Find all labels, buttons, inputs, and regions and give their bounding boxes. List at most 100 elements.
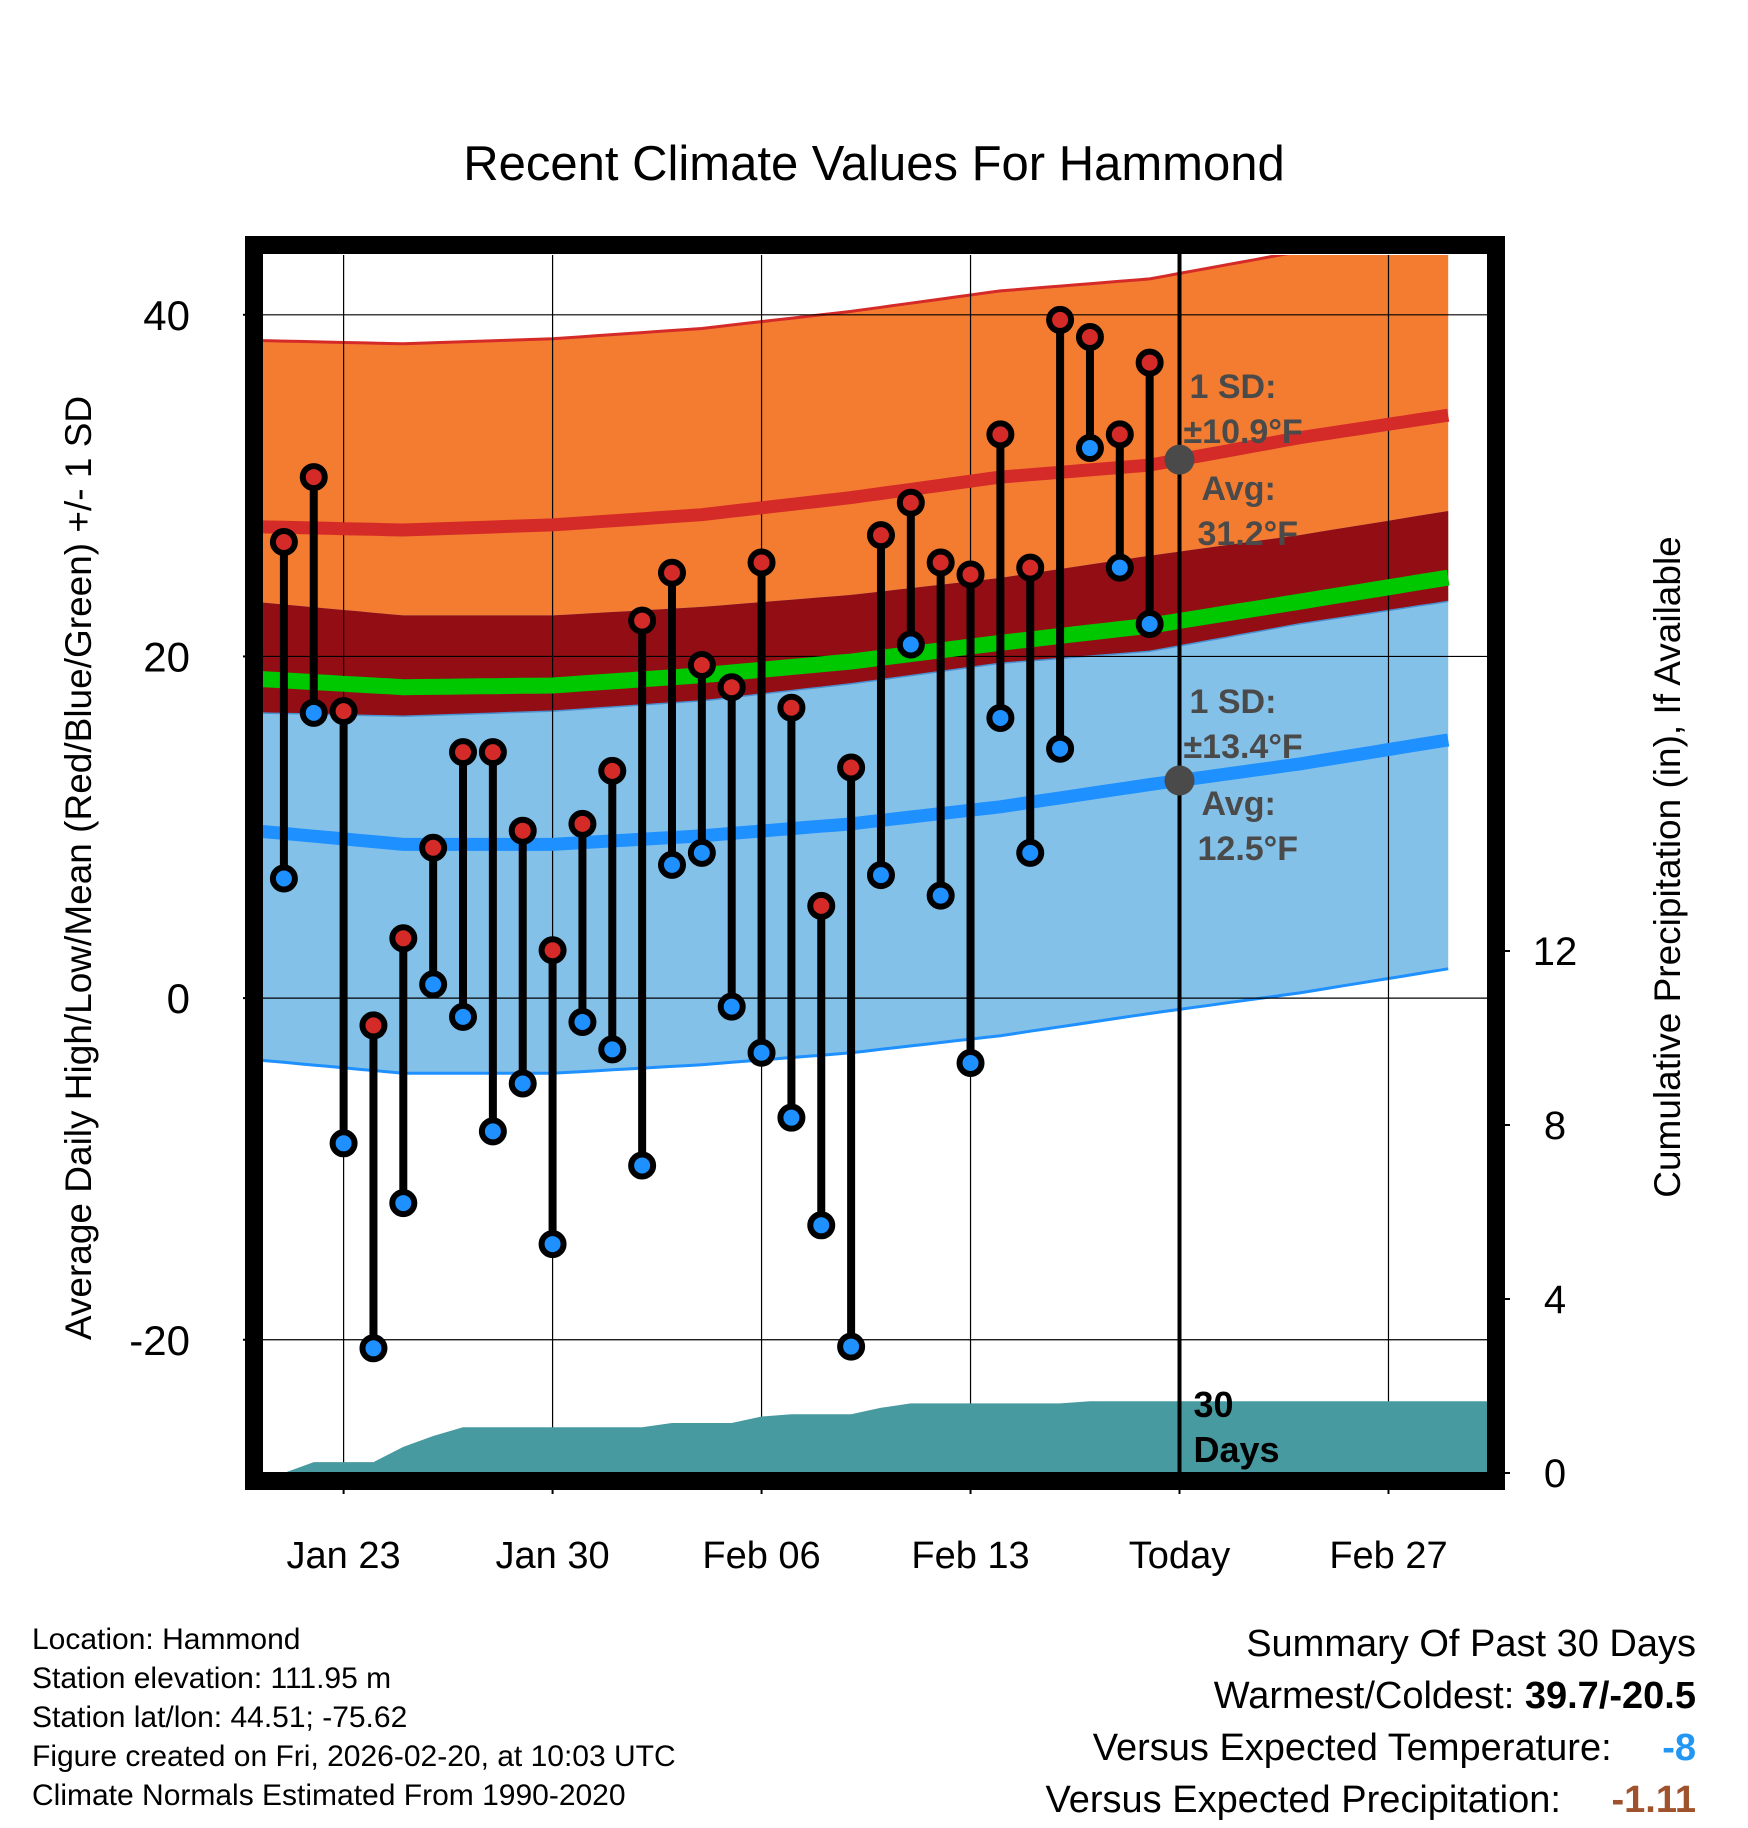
- daily-low-point: [926, 881, 955, 910]
- daily-low-point: [568, 1008, 597, 1037]
- normal-high-line: [263, 408, 1450, 537]
- summary-temp: Versus Expected Temperature: -8: [1046, 1722, 1696, 1774]
- daily-high-point: [538, 936, 567, 965]
- warm-cold-label: Warmest/Coldest:: [1213, 1675, 1515, 1717]
- daily-low-point: [538, 1230, 567, 1259]
- high-avg-value: 31.2°F: [1198, 515, 1299, 553]
- daily-low-point: [1105, 553, 1134, 582]
- daily-high-point: [717, 673, 746, 702]
- daily-high-point: [299, 463, 328, 492]
- daily-high-point: [837, 753, 866, 782]
- daily-high-point: [1016, 553, 1045, 582]
- high-sd-label: 1 SD:: [1190, 368, 1277, 406]
- daily-low-point: [717, 992, 746, 1021]
- daily-low-point: [598, 1035, 627, 1064]
- low-sd-label: 1 SD:: [1190, 683, 1277, 721]
- daily-low-point: [1075, 434, 1104, 463]
- chart-overlay: 1 SD: ±10.9°F Avg: 31.2°F 1 SD: ±13.4°F Avg: 12…: [269, 245, 1303, 1483]
- daily-low-point: [628, 1151, 657, 1180]
- y-tick-label: 40: [143, 292, 190, 339]
- warm-cold-value: 39.7/-20.5: [1524, 1675, 1696, 1717]
- x-tick-label: Feb 27: [1329, 1535, 1447, 1577]
- avg-high-marker: [1164, 444, 1195, 475]
- daily-high-point: [986, 420, 1015, 449]
- daily-low-point: [777, 1103, 806, 1132]
- daily-high-point: [866, 521, 895, 550]
- latlon-text: Station lat/lon: 44.51; -75.62: [32, 1701, 408, 1734]
- daily-low-point: [329, 1129, 358, 1158]
- daily-low-point: [807, 1211, 836, 1240]
- daily-high-point: [896, 488, 925, 517]
- daily-low-point: [657, 850, 686, 879]
- daily-low-point: [956, 1049, 985, 1078]
- y-tick-label: 0: [167, 975, 190, 1022]
- precip-value: -1.11: [1611, 1779, 1696, 1821]
- precip-label: Versus Expected Precipitation:: [1045, 1779, 1561, 1821]
- elevation-text: Station elevation: 111.95 m: [32, 1662, 392, 1695]
- x-tick-label: Jan 30: [496, 1535, 610, 1577]
- days-label-number: 30: [1194, 1384, 1234, 1425]
- avg-low-marker: [1164, 765, 1195, 796]
- daily-low-point: [449, 1002, 478, 1031]
- x-tick-label: Feb 06: [702, 1535, 820, 1577]
- y-tick-label: 20: [143, 633, 190, 680]
- daily-high-point: [1075, 322, 1104, 351]
- high-sd-lower-line: [263, 600, 1449, 717]
- daily-low-point: [478, 1117, 507, 1146]
- daily-high-point: [1135, 348, 1164, 377]
- daily-high-point: [419, 833, 448, 862]
- high-avg-label: Avg:: [1202, 470, 1276, 508]
- daily-high-point: [478, 738, 507, 767]
- precip-area: [263, 1401, 1487, 1473]
- daily-high-point: [956, 560, 985, 589]
- normal-mean-line: [263, 569, 1450, 696]
- daily-high-point: [747, 548, 776, 577]
- temp-label: Versus Expected Temperature:: [1092, 1727, 1612, 1769]
- daily-high-point: [687, 650, 716, 679]
- daily-low-point: [508, 1069, 537, 1098]
- daily-high-point: [807, 891, 836, 920]
- chart-title: Recent Climate Values For Hammond: [463, 137, 1285, 191]
- daily-high-point: [1105, 420, 1134, 449]
- low-avg-label: Avg:: [1202, 785, 1276, 823]
- climate-chart: Recent Climate Values For Hammond 1 SD: ±…: [58, 137, 1688, 1577]
- daily-low-point: [896, 630, 925, 659]
- summary-title: Summary Of Past 30 Days: [1246, 1623, 1696, 1665]
- daily-low-point: [1016, 838, 1045, 867]
- summary-warm-cold: Warmest/Coldest: 39.7/-20.5: [1046, 1670, 1696, 1722]
- daily-low-point: [299, 698, 328, 727]
- daily-low-point: [269, 864, 298, 893]
- daily-high-point: [359, 1011, 388, 1040]
- y2-tick-label: 8: [1544, 1104, 1566, 1148]
- x-tick-label: Feb 13: [911, 1535, 1029, 1577]
- daily-low-point: [389, 1189, 418, 1218]
- summary-panel: Summary Of Past 30 Days Warmest/Coldest:…: [1046, 1618, 1697, 1826]
- daily-high-point: [508, 816, 537, 845]
- daily-low-point: [1135, 609, 1164, 638]
- y2-tick-label: 4: [1544, 1278, 1566, 1322]
- y-axis-label: Average Daily High/Low/Mean (Red/Blue/Gr…: [58, 396, 99, 1340]
- daily-high-point: [598, 756, 627, 785]
- summary-precip: Versus Expected Precipitation: -1.11: [1046, 1774, 1697, 1826]
- daily-high-point: [449, 738, 478, 767]
- plot-frame: [245, 236, 1505, 1490]
- daily-low-point: [866, 861, 895, 890]
- daily-high-point: [657, 558, 686, 587]
- daily-high-point: [269, 527, 298, 556]
- daily-high-point: [1046, 305, 1075, 334]
- daily-high-point: [389, 924, 418, 953]
- high-sd-upper-line: [263, 255, 1289, 346]
- daily-low-point: [687, 838, 716, 867]
- daily-low-point: [986, 703, 1015, 732]
- y2-tick-label: 0: [1544, 1452, 1566, 1496]
- daily-high-point: [777, 693, 806, 722]
- temp-value: -8: [1662, 1727, 1696, 1769]
- normals-text: Climate Normals Estimated From 1990-2020: [32, 1779, 626, 1812]
- daily-low-point: [747, 1038, 776, 1067]
- daily-high-point: [926, 548, 955, 577]
- x-tick-label: Today: [1129, 1535, 1230, 1577]
- daily-high-point: [568, 809, 597, 838]
- low-avg-value: 12.5°F: [1198, 830, 1299, 868]
- daily-low-point: [419, 970, 448, 999]
